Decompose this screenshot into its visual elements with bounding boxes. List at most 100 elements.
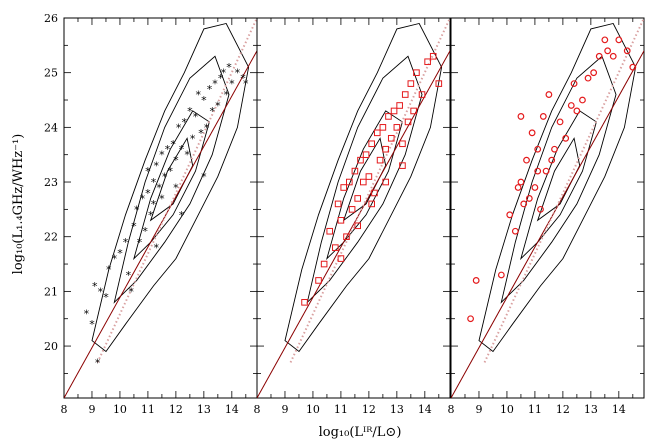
data-point: *: [126, 269, 132, 282]
y-tick-label: 21: [44, 285, 58, 298]
data-point: *: [223, 89, 229, 102]
data-point: *: [134, 203, 140, 216]
data-point: *: [154, 160, 160, 173]
panel-3: [450, 17, 645, 399]
y-tick-label: 26: [44, 12, 58, 25]
panel-plot-area: [257, 18, 450, 398]
data-point: [551, 145, 558, 153]
data-point: [346, 178, 353, 186]
data-point: *: [179, 209, 185, 222]
data-point: [506, 211, 514, 219]
data-point: [413, 69, 420, 76]
data-point: [351, 167, 359, 175]
data-point: [548, 156, 556, 164]
data-point: *: [196, 89, 202, 102]
data-point: *: [201, 171, 207, 184]
data-point: [337, 255, 345, 262]
data-point: [332, 244, 339, 251]
x-tick-label: 12: [556, 403, 570, 416]
data-point: [517, 113, 525, 120]
data-point: [410, 107, 417, 115]
panel-plot-area: **** *** *********************************…: [64, 18, 257, 398]
data-point: *: [103, 291, 109, 304]
data-point: *: [128, 285, 134, 298]
data-point: *: [123, 236, 129, 249]
data-point: [523, 156, 530, 164]
data-point: [371, 189, 378, 197]
data-point: *: [204, 121, 210, 134]
panel-1: **** *** *********************************…: [63, 17, 258, 399]
data-point: [525, 195, 533, 202]
x-tick-label: 11: [528, 403, 542, 416]
data-point: [570, 80, 578, 88]
panel-2: [256, 17, 451, 399]
x-tick-label: 9: [88, 403, 95, 416]
data-point: *: [207, 83, 213, 96]
data-point: [354, 222, 361, 230]
data-point: *: [145, 187, 151, 200]
x-tick-label: 14: [418, 403, 432, 416]
data-point: [579, 96, 586, 104]
x-tick-label: 12: [362, 403, 376, 416]
x-tick-label: 8: [254, 403, 261, 416]
data-point: [615, 36, 623, 44]
data-point: [418, 91, 426, 98]
data-point: [382, 178, 389, 186]
data-point: [301, 299, 308, 306]
data-point: *: [235, 67, 241, 80]
data-point: [511, 227, 519, 235]
data-point: [534, 167, 542, 175]
data-point: [567, 102, 575, 109]
y-tick-label: 24: [44, 121, 58, 134]
data-point: *: [165, 143, 171, 156]
data-point: *: [137, 236, 143, 249]
data-point: *: [92, 280, 98, 293]
data-point: [382, 145, 389, 153]
data-point: *: [142, 225, 148, 238]
data-point: [337, 217, 345, 224]
data-point: *: [140, 192, 146, 205]
data-point: [368, 140, 375, 148]
x-tick-label: 10: [500, 403, 514, 416]
data-point: [390, 107, 398, 115]
data-point: *: [226, 61, 232, 74]
data-point: *: [168, 165, 174, 178]
data-point: [340, 184, 348, 191]
panel-frame: [256, 17, 451, 399]
contour-4: [149, 137, 194, 222]
data-point: [379, 124, 387, 131]
data-point: *: [84, 307, 90, 320]
contour-1: [284, 22, 443, 353]
data-point: *: [95, 356, 101, 369]
data-point: *: [156, 181, 162, 194]
data-point: *: [106, 264, 112, 277]
x-tick-label: 9: [281, 403, 288, 416]
data-point: [604, 47, 612, 55]
x-tick-label: 8: [61, 403, 68, 416]
x-tick-label: 11: [334, 403, 348, 416]
data-point: *: [154, 242, 160, 255]
data-point: [531, 184, 539, 191]
data-point: [407, 80, 415, 87]
data-point: *: [173, 154, 179, 167]
data-point: *: [182, 116, 188, 129]
y-tick-label: 22: [44, 231, 58, 244]
data-point: *: [112, 253, 118, 266]
data-point: *: [89, 318, 95, 331]
data-point: *: [212, 78, 218, 91]
y-tick-label: 25: [44, 67, 58, 80]
data-point: *: [201, 94, 207, 107]
x-tick-label: 13: [197, 403, 211, 416]
data-point: [326, 227, 334, 235]
data-point: *: [190, 132, 196, 145]
data-point: [315, 277, 322, 284]
tick-labels: 8 9 10 11 12 13 14 8 9 10 11 12 13 14 8 9 10 11 12 13 14 20 21…: [44, 12, 626, 416]
x-tick-label: 8: [448, 403, 455, 416]
x-tick-label: 10: [306, 403, 320, 416]
data-point: [373, 129, 381, 137]
panel-frame: [450, 17, 645, 399]
data-point: [435, 80, 443, 87]
data-point: [401, 91, 409, 98]
data-point: *: [162, 171, 168, 184]
data-point: [542, 167, 550, 175]
